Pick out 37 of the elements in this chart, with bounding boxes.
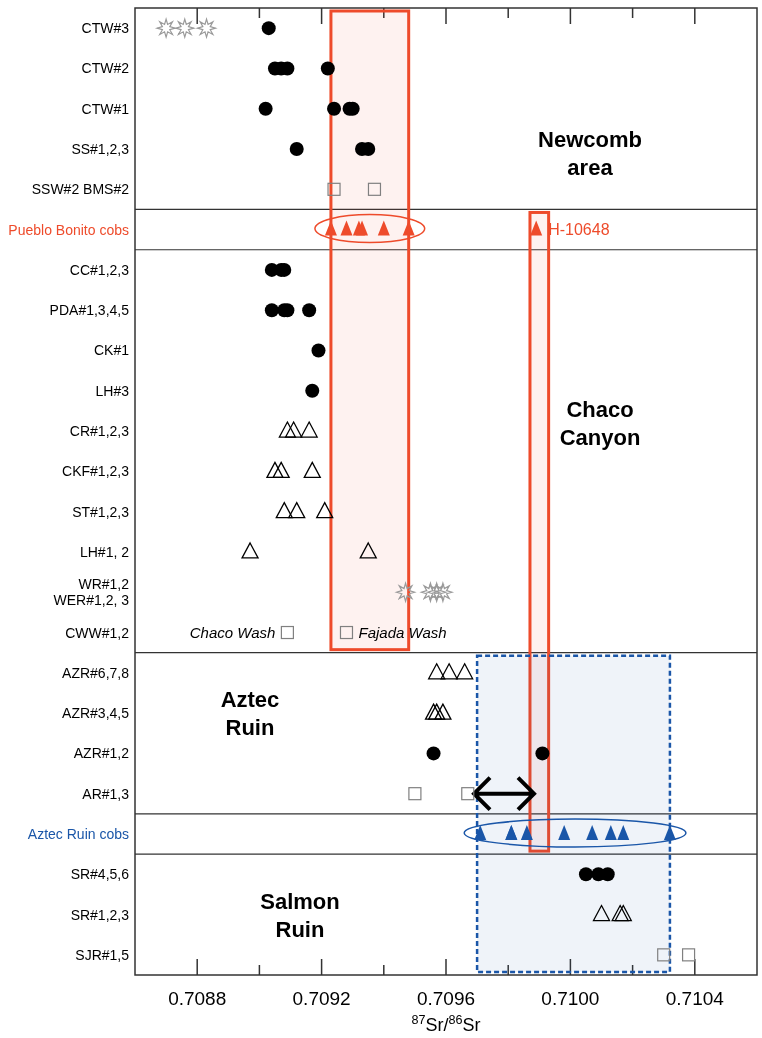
y-tick-label: SR#4,5,6 xyxy=(70,866,130,883)
y-tick-label: CWW#1,2 xyxy=(65,624,130,641)
y-tick-label: AZR#3,4,5 xyxy=(62,705,130,722)
y-tick-label: AR#1,3 xyxy=(82,785,130,802)
x-tick-label: 0.7092 xyxy=(292,988,351,1009)
y-tick-label: CTW#2 xyxy=(81,60,130,77)
y-tick-label: LH#3 xyxy=(95,382,130,399)
y-tick-label: Aztec Ruin cobs xyxy=(27,825,129,842)
y-tick-label: WR#1,2 WER#1,2, 3 xyxy=(53,576,130,609)
y-tick-label: AZR#1,2 xyxy=(73,745,130,762)
x-tick-label: 0.7088 xyxy=(168,988,227,1009)
y-tick-label: SSW#2 BMS#2 xyxy=(31,181,130,198)
x-tick-label: 0.7096 xyxy=(416,988,476,1009)
x-tick-label: 0.7104 xyxy=(665,988,725,1009)
annotation: Chaco Canyon xyxy=(559,397,641,451)
y-tick-label: SR#1,2,3 xyxy=(70,906,130,923)
annotation: Aztec Ruin xyxy=(220,687,280,741)
y-tick-label: CK#1 xyxy=(93,342,130,359)
x-axis-title: $^{87}$Sr/$^{86}$Sr xyxy=(411,1013,481,1035)
y-tick-label: CKF#1,2,3 xyxy=(62,463,130,480)
y-tick-label: LH#1, 2 xyxy=(79,543,130,560)
y-tick-label: AZR#6,7,8 xyxy=(62,664,130,681)
y-tick-label: CC#1,2,3 xyxy=(69,261,130,278)
y-tick-label: ST#1,2,3 xyxy=(72,503,130,520)
x-tick-label: 0.7100 xyxy=(541,988,600,1009)
annotation: Newcomb area xyxy=(538,127,642,181)
y-tick-label: CR#1,2,3 xyxy=(69,423,130,440)
series-label: Chaco Wash xyxy=(189,623,276,641)
y-tick-label: SJR#1,5 xyxy=(75,946,130,963)
y-tick-label: PDA#1,3,4,5 xyxy=(49,302,130,319)
series-label: H-10648 xyxy=(548,220,610,238)
y-tick-label: CTW#3 xyxy=(81,20,130,37)
y-tick-label: CTW#1 xyxy=(81,100,130,117)
y-tick-label: Pueblo Bonito cobs xyxy=(8,221,129,238)
annotation: Salmon Ruin xyxy=(260,888,340,942)
series-label: Fajada Wash xyxy=(358,623,447,641)
y-tick-label: SS#1,2,3 xyxy=(71,141,130,158)
